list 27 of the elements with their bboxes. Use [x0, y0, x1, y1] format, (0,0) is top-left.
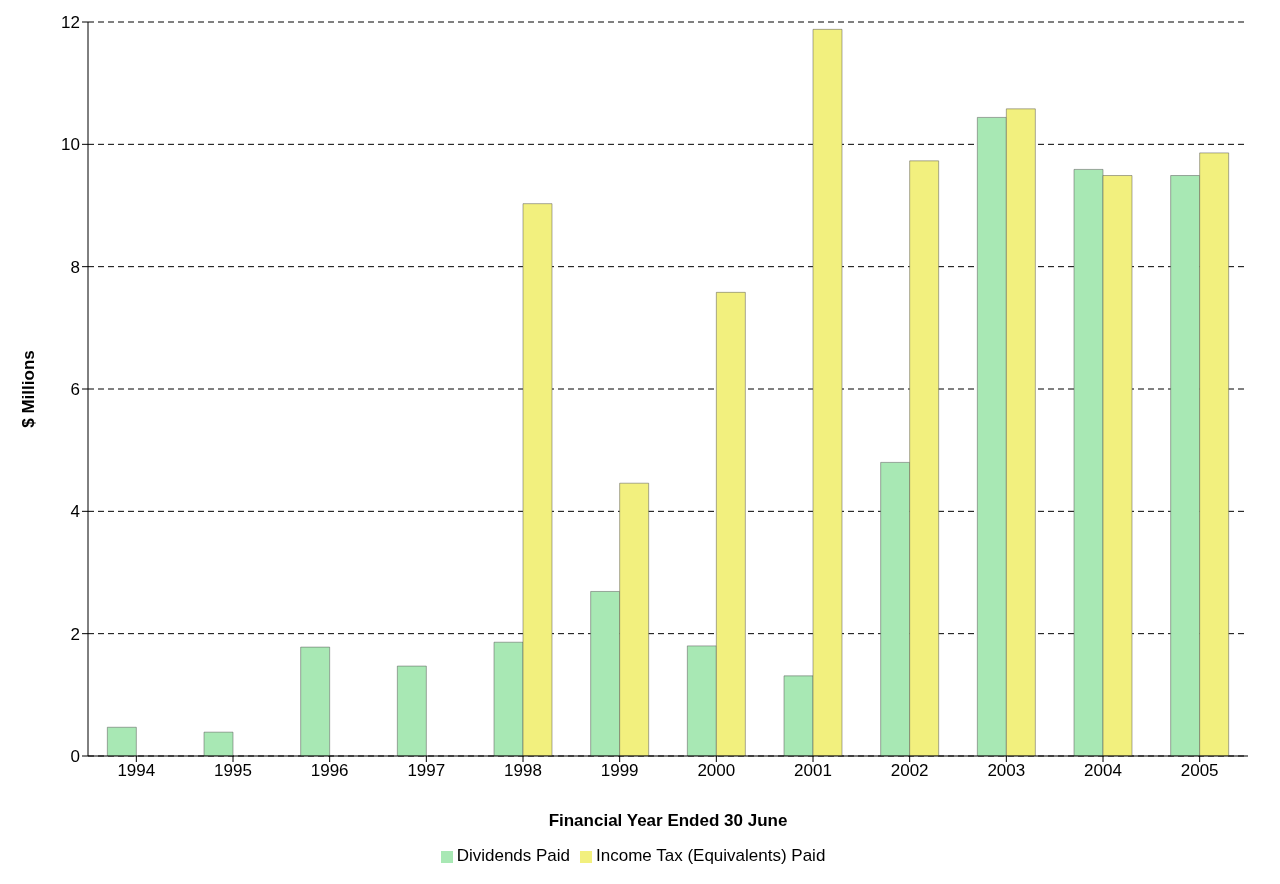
x-tick-label: 1995 — [214, 761, 252, 781]
x-tick-label: 2001 — [794, 761, 832, 781]
bar — [107, 727, 137, 756]
x-tick-label: 1996 — [310, 761, 349, 781]
y-tick-label: 4 — [70, 502, 80, 522]
x-tick-label: 1999 — [600, 761, 639, 781]
legend-label: Dividends Paid — [456, 846, 571, 865]
x-tick-label: 2003 — [987, 761, 1026, 781]
y-tick-label: 2 — [70, 624, 80, 644]
x-tick-label: 2004 — [1084, 761, 1122, 781]
y-axis-title: $ Millions — [19, 350, 39, 428]
x-tick-label: 2002 — [890, 761, 929, 781]
x-axis-title: Financial Year Ended 30 June — [548, 811, 788, 830]
y-tick-label: 10 — [61, 135, 80, 155]
y-tick-label: 6 — [70, 380, 80, 400]
bar — [300, 646, 330, 756]
x-tick-label: 1998 — [504, 761, 542, 781]
bar — [397, 665, 427, 756]
y-tick-label: 12 — [61, 13, 80, 33]
x-tick-label: 1997 — [407, 761, 446, 781]
x-tick-label: 2005 — [1180, 761, 1219, 781]
x-tick-label: 2000 — [697, 761, 736, 781]
legend-label: Income Tax (Equivalents) Paid — [596, 846, 826, 865]
x-tick-label: 1994 — [117, 761, 156, 781]
bar — [203, 731, 234, 756]
y-tick-label: 8 — [70, 257, 80, 277]
y-tick-label: 0 — [70, 747, 80, 767]
